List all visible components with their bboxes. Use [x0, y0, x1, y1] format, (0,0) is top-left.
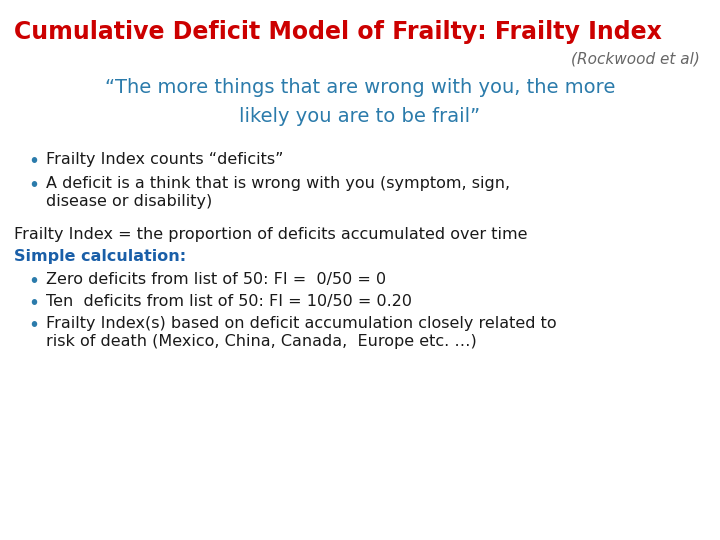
Text: •: • [28, 176, 39, 195]
Text: Zero deficits from list of 50: FI =  0/50 = 0: Zero deficits from list of 50: FI = 0/50… [46, 272, 386, 287]
Text: disease or disability): disease or disability) [46, 194, 212, 209]
Text: Ten  deficits from list of 50: FI = 10/50 = 0.20: Ten deficits from list of 50: FI = 10/50… [46, 294, 412, 309]
Text: Cumulative Deficit Model of Frailty: Frailty Index: Cumulative Deficit Model of Frailty: Fra… [14, 20, 662, 44]
Text: Frailty Index = the proportion of deficits accumulated over time: Frailty Index = the proportion of defici… [14, 227, 528, 242]
Text: (Rockwood et al): (Rockwood et al) [571, 52, 700, 67]
Text: •: • [28, 272, 39, 291]
Text: •: • [28, 152, 39, 171]
Text: •: • [28, 294, 39, 313]
Text: Frailty Index(s) based on deficit accumulation closely related to: Frailty Index(s) based on deficit accumu… [46, 316, 557, 331]
Text: Simple calculation:: Simple calculation: [14, 249, 186, 264]
Text: likely you are to be frail”: likely you are to be frail” [240, 107, 480, 126]
Text: •: • [28, 316, 39, 335]
Text: “The more things that are wrong with you, the more: “The more things that are wrong with you… [105, 78, 615, 97]
Text: A deficit is a think that is wrong with you (symptom, sign,: A deficit is a think that is wrong with … [46, 176, 510, 191]
Text: Frailty Index counts “deficits”: Frailty Index counts “deficits” [46, 152, 284, 167]
Text: risk of death (Mexico, China, Canada,  Europe etc. …): risk of death (Mexico, China, Canada, Eu… [46, 334, 477, 349]
